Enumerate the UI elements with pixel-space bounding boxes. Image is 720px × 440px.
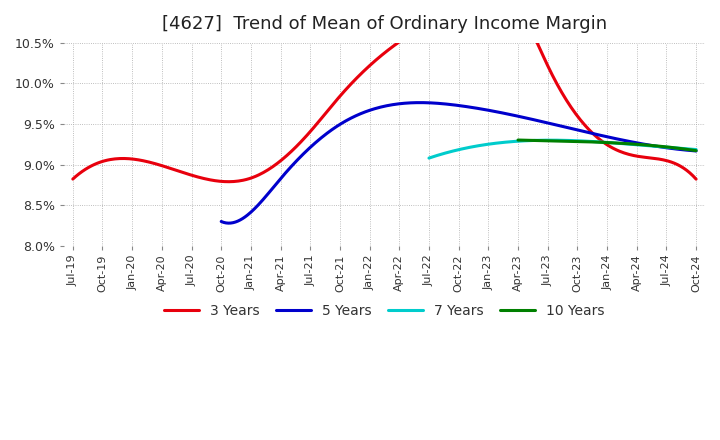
10 Years: [626, 141, 634, 147]
10 Years: [584, 139, 593, 144]
3 Years: [521, 18, 530, 23]
5 Years: [415, 100, 424, 105]
Title: [4627]  Trend of Mean of Ordinary Income Margin: [4627] Trend of Mean of Ordinary Income …: [162, 15, 607, 33]
Line: 3 Years: 3 Years: [73, 0, 696, 182]
Line: 7 Years: 7 Years: [429, 140, 696, 158]
5 Years: [217, 219, 225, 224]
3 Years: [497, 0, 505, 2]
3 Years: [692, 176, 701, 182]
5 Years: [562, 125, 571, 130]
10 Years: [572, 139, 580, 144]
3 Years: [317, 116, 325, 121]
7 Years: [546, 138, 554, 143]
3 Years: [273, 161, 282, 166]
Legend: 3 Years, 5 Years, 7 Years, 10 Years: 3 Years, 5 Years, 7 Years, 10 Years: [158, 299, 611, 324]
5 Years: [224, 220, 233, 226]
3 Years: [143, 159, 152, 165]
5 Years: [564, 125, 573, 131]
7 Years: [456, 147, 465, 152]
7 Years: [512, 139, 521, 144]
7 Years: [619, 141, 628, 147]
5 Years: [406, 100, 415, 106]
5 Years: [373, 106, 382, 111]
3 Years: [525, 23, 534, 29]
7 Years: [531, 138, 539, 143]
10 Years: [643, 143, 652, 148]
7 Years: [692, 147, 701, 152]
3 Years: [68, 176, 77, 182]
10 Years: [692, 148, 701, 153]
5 Years: [275, 177, 284, 183]
7 Years: [425, 155, 433, 161]
3 Years: [225, 179, 233, 184]
10 Years: [513, 137, 522, 143]
5 Years: [692, 148, 701, 154]
7 Years: [593, 139, 602, 144]
3 Years: [462, 5, 471, 11]
7 Years: [618, 141, 627, 146]
5 Years: [518, 114, 526, 120]
Line: 5 Years: 5 Years: [221, 103, 696, 223]
Line: 10 Years: 10 Years: [518, 140, 696, 150]
10 Years: [642, 143, 651, 148]
10 Years: [535, 138, 544, 143]
